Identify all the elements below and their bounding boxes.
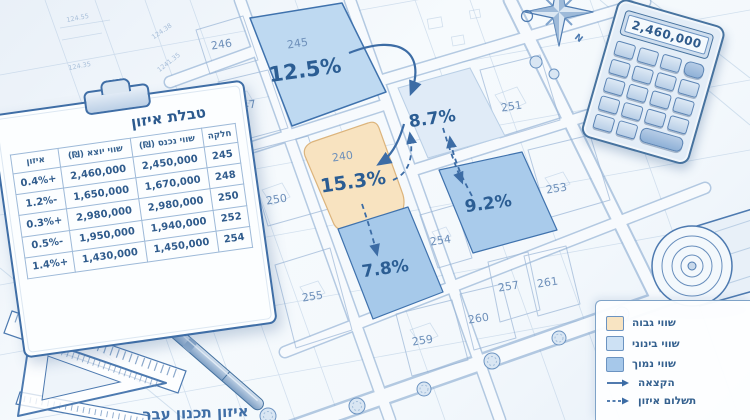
allocation-arrow [348, 43, 422, 97]
calculator-key [620, 101, 644, 122]
parcel-label-257: 257 [497, 278, 520, 294]
parcel-number-labels: 245 240 246 247 250 251 253 254 255 257 … [210, 35, 568, 348]
parcel-label-250: 250 [265, 191, 288, 207]
compass-rose: N [520, 0, 594, 47]
calculator-key [597, 95, 621, 115]
dimension-labels: 124.55 124.38 124.35 1241.35 [66, 12, 182, 74]
allocation-arrow [376, 123, 406, 166]
calculator-key [666, 114, 690, 135]
low-value-swatch-icon [606, 356, 624, 372]
calculator-key [636, 46, 660, 67]
parcel-label-245: 245 [286, 35, 309, 51]
calculator-key [607, 58, 632, 79]
parcel-245 [249, 2, 387, 127]
clipboard: טבלת איזון חלקה שווי נכנס (₪) שווי יוצא … [0, 79, 278, 359]
solid-arrow-icon [607, 379, 629, 387]
high-value-swatch-icon [606, 315, 624, 331]
parcel-87-wash [397, 67, 506, 159]
parcel-label-261: 261 [536, 274, 559, 290]
calculator-key [654, 71, 678, 92]
north-label: N [572, 32, 584, 45]
calculator-key [625, 83, 650, 104]
calculator-key [643, 108, 667, 129]
parcel-label-251: 251 [500, 98, 523, 114]
legend-item-low-value: שווי נמוך [606, 356, 740, 372]
medium-value-swatch-icon [606, 336, 624, 351]
parcel-label-253: 253 [545, 180, 568, 196]
balance-table: חלקה שווי נכנס (₪) שווי יוצא (₪) איזון 2… [10, 123, 253, 279]
calculator-key [659, 53, 683, 74]
legend-item-balance-payment: תשלום איזון [606, 395, 740, 407]
balance-payment-arrow [442, 127, 464, 185]
calculator-key [682, 60, 706, 80]
calculator-key [671, 96, 696, 117]
balance-payment-arrow [361, 203, 380, 257]
parcel-78 [337, 206, 444, 320]
cell-parcel: 254 [215, 226, 253, 252]
calculator-key [613, 40, 637, 61]
calculator-key [592, 113, 616, 134]
calculator-key [648, 89, 673, 110]
parcel-label-259: 259 [411, 332, 434, 348]
parcel-label-260: 260 [467, 310, 490, 326]
calculator-keypad [592, 40, 706, 154]
calculator-key [630, 65, 655, 86]
parcel-label-246: 246 [210, 36, 233, 52]
map-legend: שווי גבוה שווי בינוני שווי נמוך הקצאה תש… [595, 300, 750, 420]
calculator-key [677, 78, 701, 99]
dimension-label: 1241.35 [156, 51, 182, 74]
calculator-key [615, 119, 639, 140]
parcel-label-240: 240 [331, 148, 354, 164]
arrows [348, 43, 473, 257]
balance-payment-arrow [446, 135, 473, 197]
parcel-label-254: 254 [429, 232, 452, 248]
legend-item-medium-value: שווי בינוני [606, 336, 740, 351]
legend-item-high-value: שווי גבוה [606, 315, 740, 331]
calculator-key [602, 76, 627, 97]
dimension-label: 124.55 [66, 12, 90, 24]
legend-item-allocation: הקצאה [606, 377, 740, 389]
parcel-label-255: 255 [301, 288, 324, 304]
parcel-92 [438, 151, 558, 254]
balance-payment-arrow [392, 131, 417, 181]
dashed-arrow-icon [607, 397, 629, 404]
